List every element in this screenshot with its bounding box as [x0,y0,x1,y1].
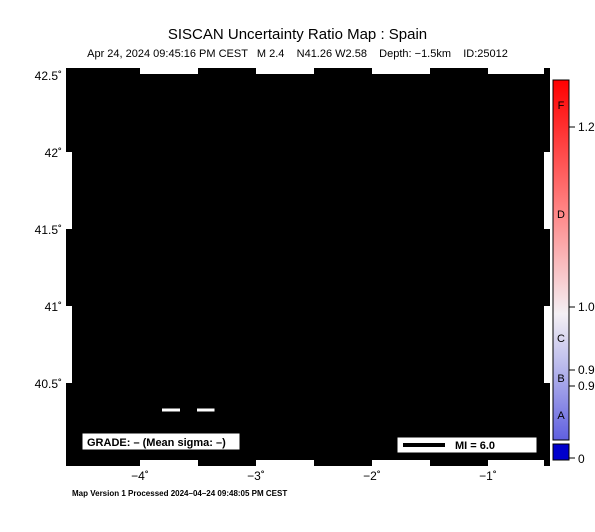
lat-tick-label: 41˚ [45,300,62,314]
magnitude-box: MI = 6.0 [396,436,538,454]
map-frame [66,68,550,466]
lat-tick-label: 42˚ [45,146,62,160]
colorbar-value: 0 [578,452,585,466]
lon-tick-label: −1˚ [479,469,497,483]
colorbar-value: 0.9 [578,379,595,393]
colorbar-letter: D [557,209,565,221]
lon-ticks: −4˚ −3˚ −2˚ −1˚ [131,469,497,483]
processing-footer: Map Version 1 Processed 2024–04–24 09:48… [72,489,288,498]
colorbar-letter: A [557,410,565,422]
map-title: SISCAN Uncertainty Ratio Map : Spain [167,26,428,43]
grade-text: GRADE: – (Mean sigma: –) [87,437,226,449]
grade-box: GRADE: – (Mean sigma: –) [81,432,241,451]
colorbar-value: 1.0 [578,300,595,314]
scale-bar: km 0 50 [142,389,222,431]
lat-tick-label: 42.5˚ [35,69,62,83]
colorbar: F D C B A 1.2 1.0 0.9 0.9 0 [552,79,595,466]
colorbar-value: 0.9 [578,363,595,377]
lon-tick-label: −2˚ [363,469,381,483]
scale-end: 50 [208,417,222,431]
scale-start: 0 [142,417,149,431]
magnitude-text: MI = 6.0 [455,440,495,452]
lat-tick-label: 40.5˚ [35,377,62,391]
event-subtitle: Apr 24, 2024 09:45:16 PM CEST M 2.4 N41.… [87,48,508,60]
colorbar-letter: F [558,100,565,112]
lon-tick-label: −3˚ [247,469,265,483]
colorbar-letter: C [557,333,565,345]
lat-ticks: 42.5˚ 42˚ 41.5˚ 41˚ 40.5˚ [35,69,62,391]
lon-tick-label: −4˚ [131,469,149,483]
colorbar-letter: B [557,373,564,385]
colorbar-value: 1.2 [578,120,595,134]
scale-unit: km [171,389,188,404]
lat-tick-label: 41.5˚ [35,223,62,237]
